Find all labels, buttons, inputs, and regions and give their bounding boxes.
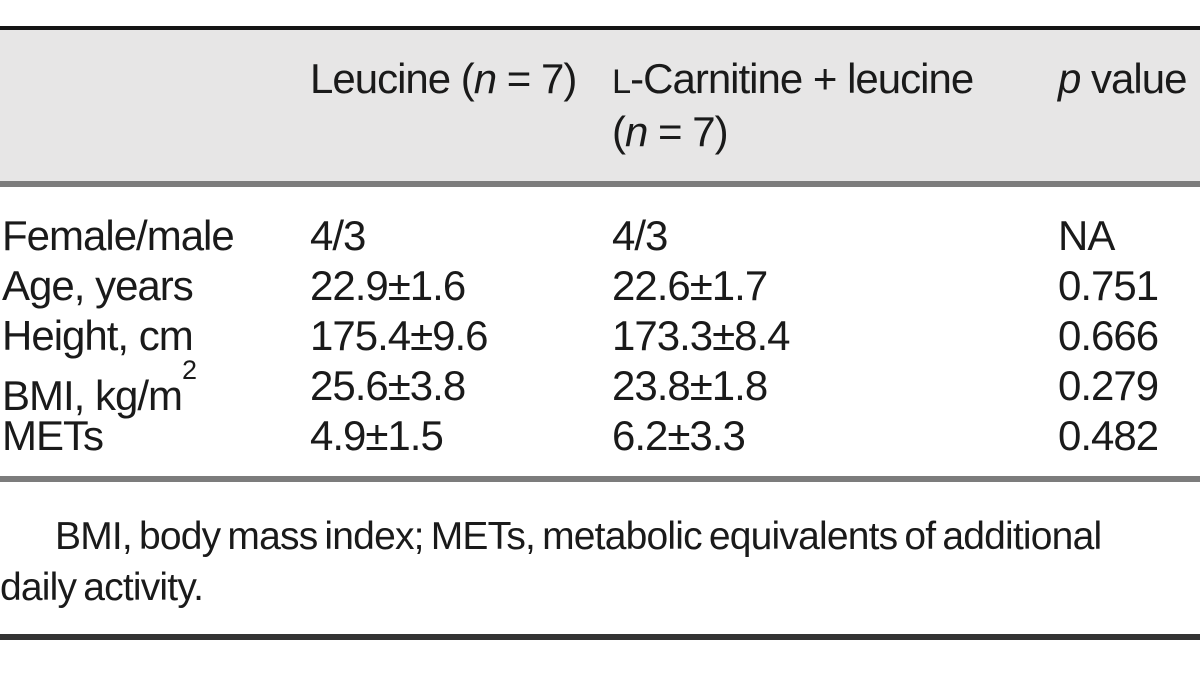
- header-leucine-post: = 7): [496, 55, 578, 102]
- header-leucine-pre: Leucine (: [310, 55, 475, 102]
- footnote-line2: daily activity.: [0, 566, 204, 609]
- cell-leucine: 175.4±9.6: [310, 312, 489, 359]
- cell-carnitine-leucine: 4/3: [612, 212, 668, 259]
- cell-p-value: NA: [1058, 212, 1115, 259]
- header-carnitine-n-italic: n: [625, 108, 648, 155]
- table-body: Female/male 4/3 4/3 NA Age, years 22.9±1…: [0, 187, 1200, 476]
- row-label-superscript: 2: [182, 355, 197, 385]
- cell-carnitine-leucine: 22.6±1.7: [612, 262, 768, 309]
- cell-carnitine-leucine: 6.2±3.3: [612, 412, 746, 459]
- cell-leucine: 25.6±3.8: [310, 362, 466, 409]
- table-row: BMI, kg/m2 25.6±3.8 23.8±1.8 0.279: [0, 355, 1200, 419]
- cell-carnitine-leucine: 23.8±1.8: [612, 362, 768, 409]
- table-row: Age, years 22.9±1.6 22.6±1.7 0.751: [0, 261, 1200, 311]
- header-carnitine-line2-post: = 7): [647, 108, 729, 155]
- row-label: Height, cm: [2, 312, 194, 359]
- body-divider-rule: [0, 476, 1200, 482]
- table-header-row: Leucine (n = 7) L-Carnitine + leucine (n…: [0, 30, 1200, 181]
- header-leucine-n-italic: n: [473, 55, 497, 102]
- cell-leucine: 22.9±1.6: [310, 262, 466, 309]
- header-p-rest: value: [1080, 55, 1187, 102]
- row-label-text: BMI, kg/m: [2, 372, 183, 419]
- table-row: Height, cm 175.4±9.6 173.3±8.4 0.666: [0, 311, 1200, 361]
- header-carnitine-line2-pre: (: [612, 108, 626, 155]
- cell-p-value: 0.482: [1058, 412, 1159, 459]
- table-row: METs 4.9±1.5 6.2±3.3 0.482: [0, 411, 1200, 461]
- header-carnitine-line1-rest: -Carnitine + leucine: [630, 55, 974, 102]
- cell-leucine: 4.9±1.5: [310, 412, 444, 459]
- cell-p-value: 0.666: [1058, 312, 1159, 359]
- header-p-value: p value: [1058, 54, 1200, 181]
- header-carnitine-line1: L-Carnitine + leucine: [612, 54, 1058, 107]
- table-bottom-rule: [0, 634, 1200, 640]
- row-label: Female/male: [2, 212, 235, 259]
- cell-carnitine-leucine: 173.3±8.4: [612, 312, 791, 359]
- table-footnote: BMI, body mass index; METs, metabolic eq…: [0, 511, 1200, 613]
- table-row: Female/male 4/3 4/3 NA: [0, 211, 1200, 261]
- header-carnitine-line2: (n = 7): [612, 107, 1058, 157]
- header-carnitine-smallcap-l: L: [612, 63, 631, 101]
- table-top-rule: [0, 26, 1200, 30]
- header-divider-rule: [0, 181, 1200, 187]
- row-label: BMI, kg/m2: [0, 355, 310, 421]
- cell-p-value: 0.279: [1058, 362, 1159, 409]
- cell-p-value: 0.751: [1058, 262, 1159, 309]
- cell-leucine: 4/3: [310, 212, 366, 259]
- footnote-line1: BMI, body mass index; METs, metabolic eq…: [55, 515, 1102, 558]
- header-blank-cell: [0, 54, 310, 181]
- row-label: Age, years: [2, 262, 194, 309]
- header-carnitine-leucine: L-Carnitine + leucine (n = 7): [612, 54, 1058, 181]
- row-label: METs: [2, 412, 104, 459]
- header-p-italic: p: [1058, 55, 1081, 102]
- header-leucine: Leucine (n = 7): [310, 54, 612, 181]
